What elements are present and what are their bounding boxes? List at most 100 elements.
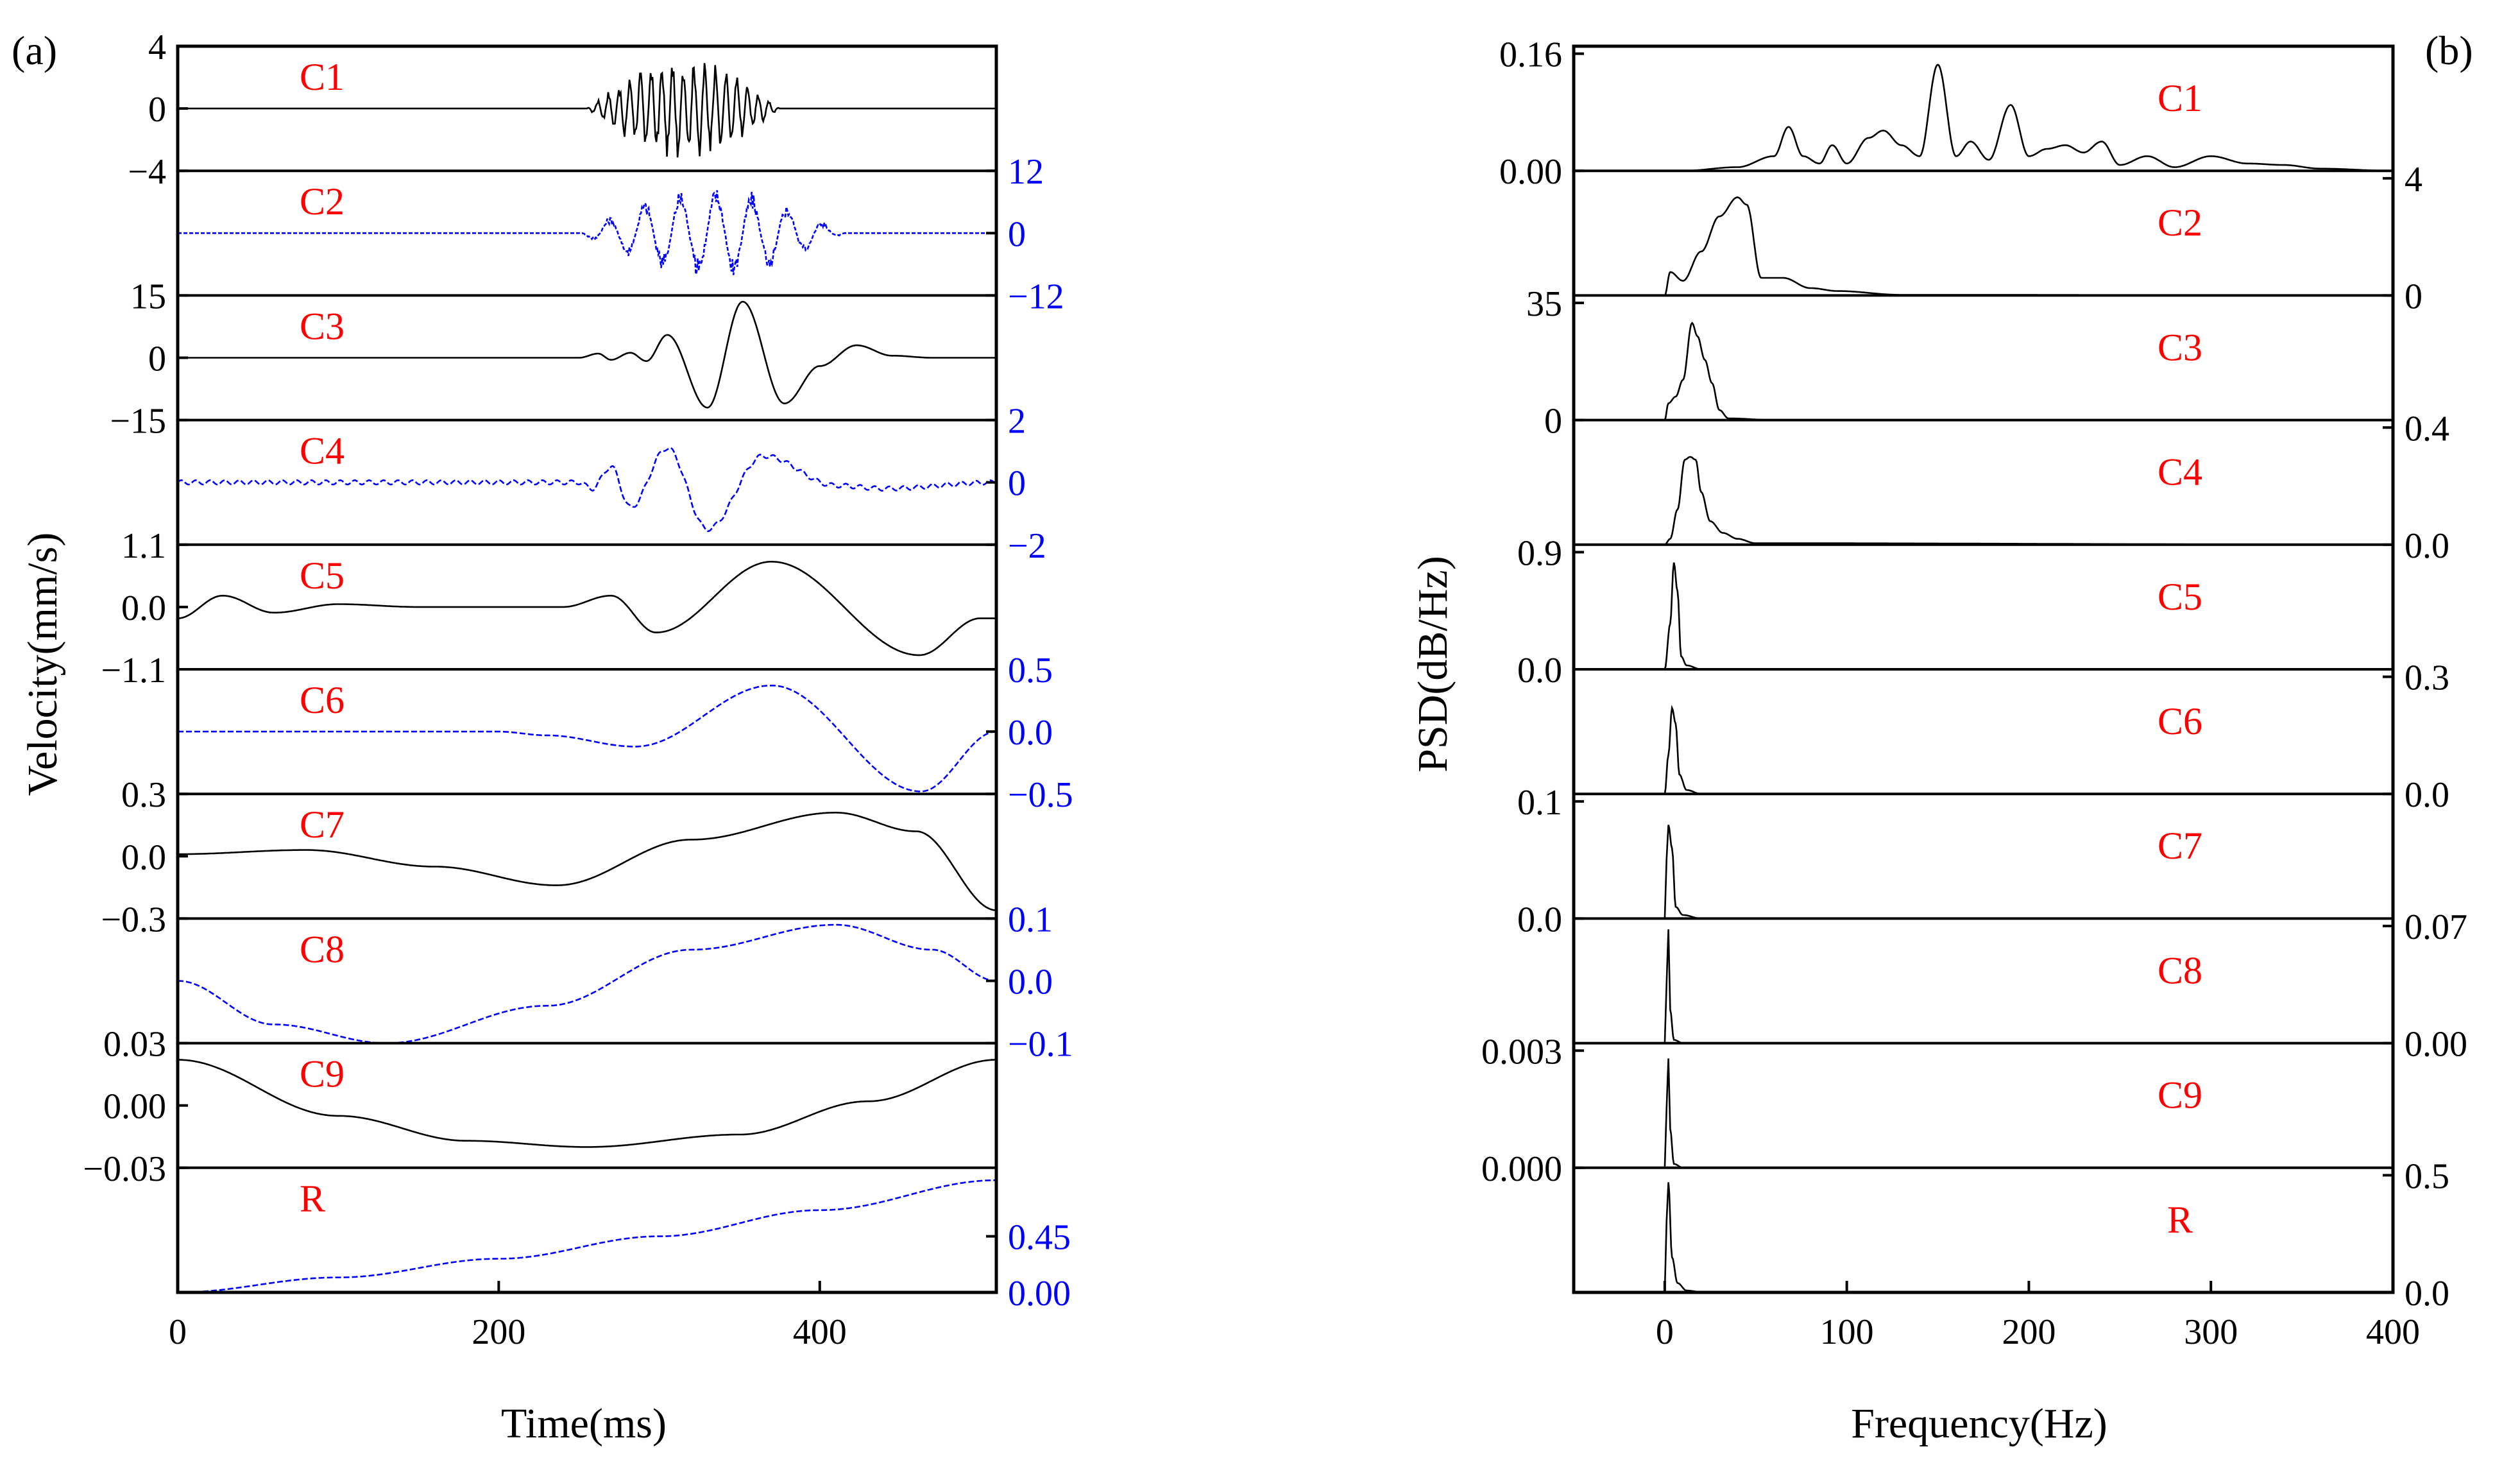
b-series-label-c6: C6 <box>2158 700 2202 742</box>
b-series-label-c8: C8 <box>2158 949 2202 991</box>
panel-a-time-series: (a) Velocity(mm/s) Time(ms) C1 C2 C3 C4 C5 C6… <box>12 28 1073 1447</box>
a-ytick-label-c4: 0 <box>1008 464 1026 504</box>
b-ytick-label-c2: 0 <box>2405 277 2422 316</box>
panel-b-xlabel: Frequency(Hz) <box>1851 1400 2107 1447</box>
a-ytick-label-c2: −12 <box>1008 277 1064 316</box>
panel-b-frame <box>1572 44 2395 1294</box>
b-ytick-label-c6: 0.3 <box>2405 658 2449 698</box>
a-ytick-label-c3: 15 <box>130 277 166 316</box>
a-xtick-label: 400 <box>793 1312 847 1352</box>
b-series-label-c5: C5 <box>2158 576 2202 618</box>
a-series-label-c8: C8 <box>300 928 345 970</box>
b-xtick-label: 300 <box>2184 1312 2238 1352</box>
b-xtick-label: 200 <box>2002 1312 2056 1352</box>
b-ytick-label-c9: 0.003 <box>1481 1032 1562 1072</box>
b-xtick-label: 400 <box>2366 1312 2420 1352</box>
a-ytick-label-c5: 1.1 <box>121 526 166 566</box>
a-ytick-label-c9: −0.03 <box>83 1149 166 1189</box>
b-xtick-label: 0 <box>1656 1312 1674 1352</box>
a-trace-c3 <box>178 300 996 409</box>
b-trace-c6 <box>1664 705 2393 795</box>
a-trace-c7 <box>178 812 996 911</box>
a-trace-c9 <box>178 1059 996 1148</box>
a-series-label-r: R <box>300 1178 325 1220</box>
b-ytick-label-c4: 0.0 <box>2405 526 2449 566</box>
panel-b-traces: C1 C2 C3 C4 C5 C6 C7 C8 C9 R <box>1664 64 2393 1294</box>
b-ytick-label-c5: 0.9 <box>1517 533 1562 573</box>
b-ytick-label-c8: 0.07 <box>2405 907 2467 947</box>
b-series-label-c4: C4 <box>2158 451 2202 493</box>
b-series-label-c7: C7 <box>2158 825 2202 867</box>
b-ytick-label-c6: 0.0 <box>2405 775 2449 815</box>
b-series-label-c3: C3 <box>2158 326 2202 368</box>
a-ytick-label-c8: 0.0 <box>1008 963 1053 1002</box>
a-ytick-label-c2: 0 <box>1008 214 1026 254</box>
b-trace-c2 <box>1664 196 2393 296</box>
a-series-label-c4: C4 <box>300 430 345 472</box>
b-trace-c7 <box>1664 825 2393 920</box>
a-xtick-label: 0 <box>169 1312 187 1352</box>
b-ytick-label-c1: 0.00 <box>1499 152 1562 192</box>
b-ytick-label-c7: 0.1 <box>1517 783 1562 823</box>
panel-b-spectra: (b) PSD(dB/Hz) Frequency(Hz) C1C2C3C4C5C… <box>1409 28 2473 1447</box>
b-trace-c4 <box>1664 456 2393 546</box>
a-ytick-label-c4: 2 <box>1008 402 1026 441</box>
b-series-label-c9: C9 <box>2158 1074 2202 1117</box>
a-ytick-label-c1: −4 <box>128 152 166 192</box>
b-ytick-label-c8: 0.00 <box>2405 1025 2467 1065</box>
a-ytick-label-c9: 0.03 <box>103 1025 166 1065</box>
a-ytick-label-c7: −0.3 <box>101 900 166 939</box>
a-ytick-label-c9: 0.00 <box>103 1087 166 1127</box>
a-ytick-label-c7: 0.3 <box>121 775 166 815</box>
panel-a-traces: C1 C2 C3 C4 C5 C6 C7 C8 C9 R <box>177 56 996 1294</box>
a-ytick-label-c1: 4 <box>148 28 166 67</box>
panel-a-xlabel: Time(ms) <box>501 1400 667 1447</box>
b-series-label-r: R <box>2167 1199 2193 1241</box>
panel-a-label: (a) <box>12 28 57 73</box>
a-ytick-label-c2: 12 <box>1008 152 1044 192</box>
panel-a-frame <box>176 44 998 1294</box>
a-trace-c8 <box>178 923 996 1044</box>
b-series-label-c2: C2 <box>2158 201 2202 244</box>
panel-b-ylabel: PSD(dB/Hz) <box>1409 556 1456 772</box>
b-trace-r <box>1664 1182 2393 1294</box>
a-ytick-label-c1: 0 <box>148 90 166 130</box>
a-series-label-c2: C2 <box>300 180 345 223</box>
a-xtick-label: 200 <box>472 1312 525 1352</box>
b-trace-c9 <box>1664 1058 2393 1169</box>
b-ytick-label-c2: 4 <box>2405 160 2422 200</box>
b-ytick-label-c3: 0 <box>1544 402 1562 441</box>
a-ytick-label-c4: −2 <box>1008 526 1046 566</box>
a-series-label-c9: C9 <box>300 1053 345 1095</box>
b-trace-c1 <box>1683 64 2393 172</box>
a-ytick-label-c6: 0.0 <box>1008 713 1053 753</box>
a-ytick-label-c5: −1.1 <box>101 651 166 690</box>
a-ytick-label-c3: 0 <box>148 339 166 379</box>
a-ytick-label-c6: −0.5 <box>1008 775 1073 815</box>
a-trace-c6 <box>178 684 996 793</box>
a-trace-c5 <box>177 561 996 656</box>
a-ytick-label-c6: 0.5 <box>1008 651 1053 690</box>
b-ytick-label-c7: 0.0 <box>1517 900 1562 939</box>
a-trace-r <box>178 1179 996 1294</box>
a-series-label-c5: C5 <box>300 554 345 597</box>
a-ytick-label-c5: 0.0 <box>121 588 166 628</box>
a-ytick-label-c8: 0.1 <box>1008 900 1053 939</box>
a-ytick-label-c7: 0.0 <box>121 837 166 877</box>
b-ytick-label-c9: 0.000 <box>1481 1149 1562 1189</box>
a-series-label-c6: C6 <box>300 679 345 721</box>
b-trace-c5 <box>1664 562 2393 671</box>
a-trace-c4 <box>177 447 996 533</box>
b-ytick-label-c1: 0.16 <box>1499 35 1562 75</box>
panel-a-dividers <box>178 169 996 1169</box>
a-trace-c1 <box>178 63 996 158</box>
b-ytick-label-c3: 35 <box>1526 284 1562 324</box>
b-trace-c8 <box>1664 929 2393 1044</box>
b-xtick-label: 100 <box>1820 1312 1874 1352</box>
b-ytick-label-r: 0.5 <box>2405 1156 2449 1196</box>
a-series-label-c3: C3 <box>300 305 345 347</box>
a-ytick-label-r: 0.00 <box>1008 1274 1071 1314</box>
b-ytick-label-c4: 0.4 <box>2405 409 2449 449</box>
